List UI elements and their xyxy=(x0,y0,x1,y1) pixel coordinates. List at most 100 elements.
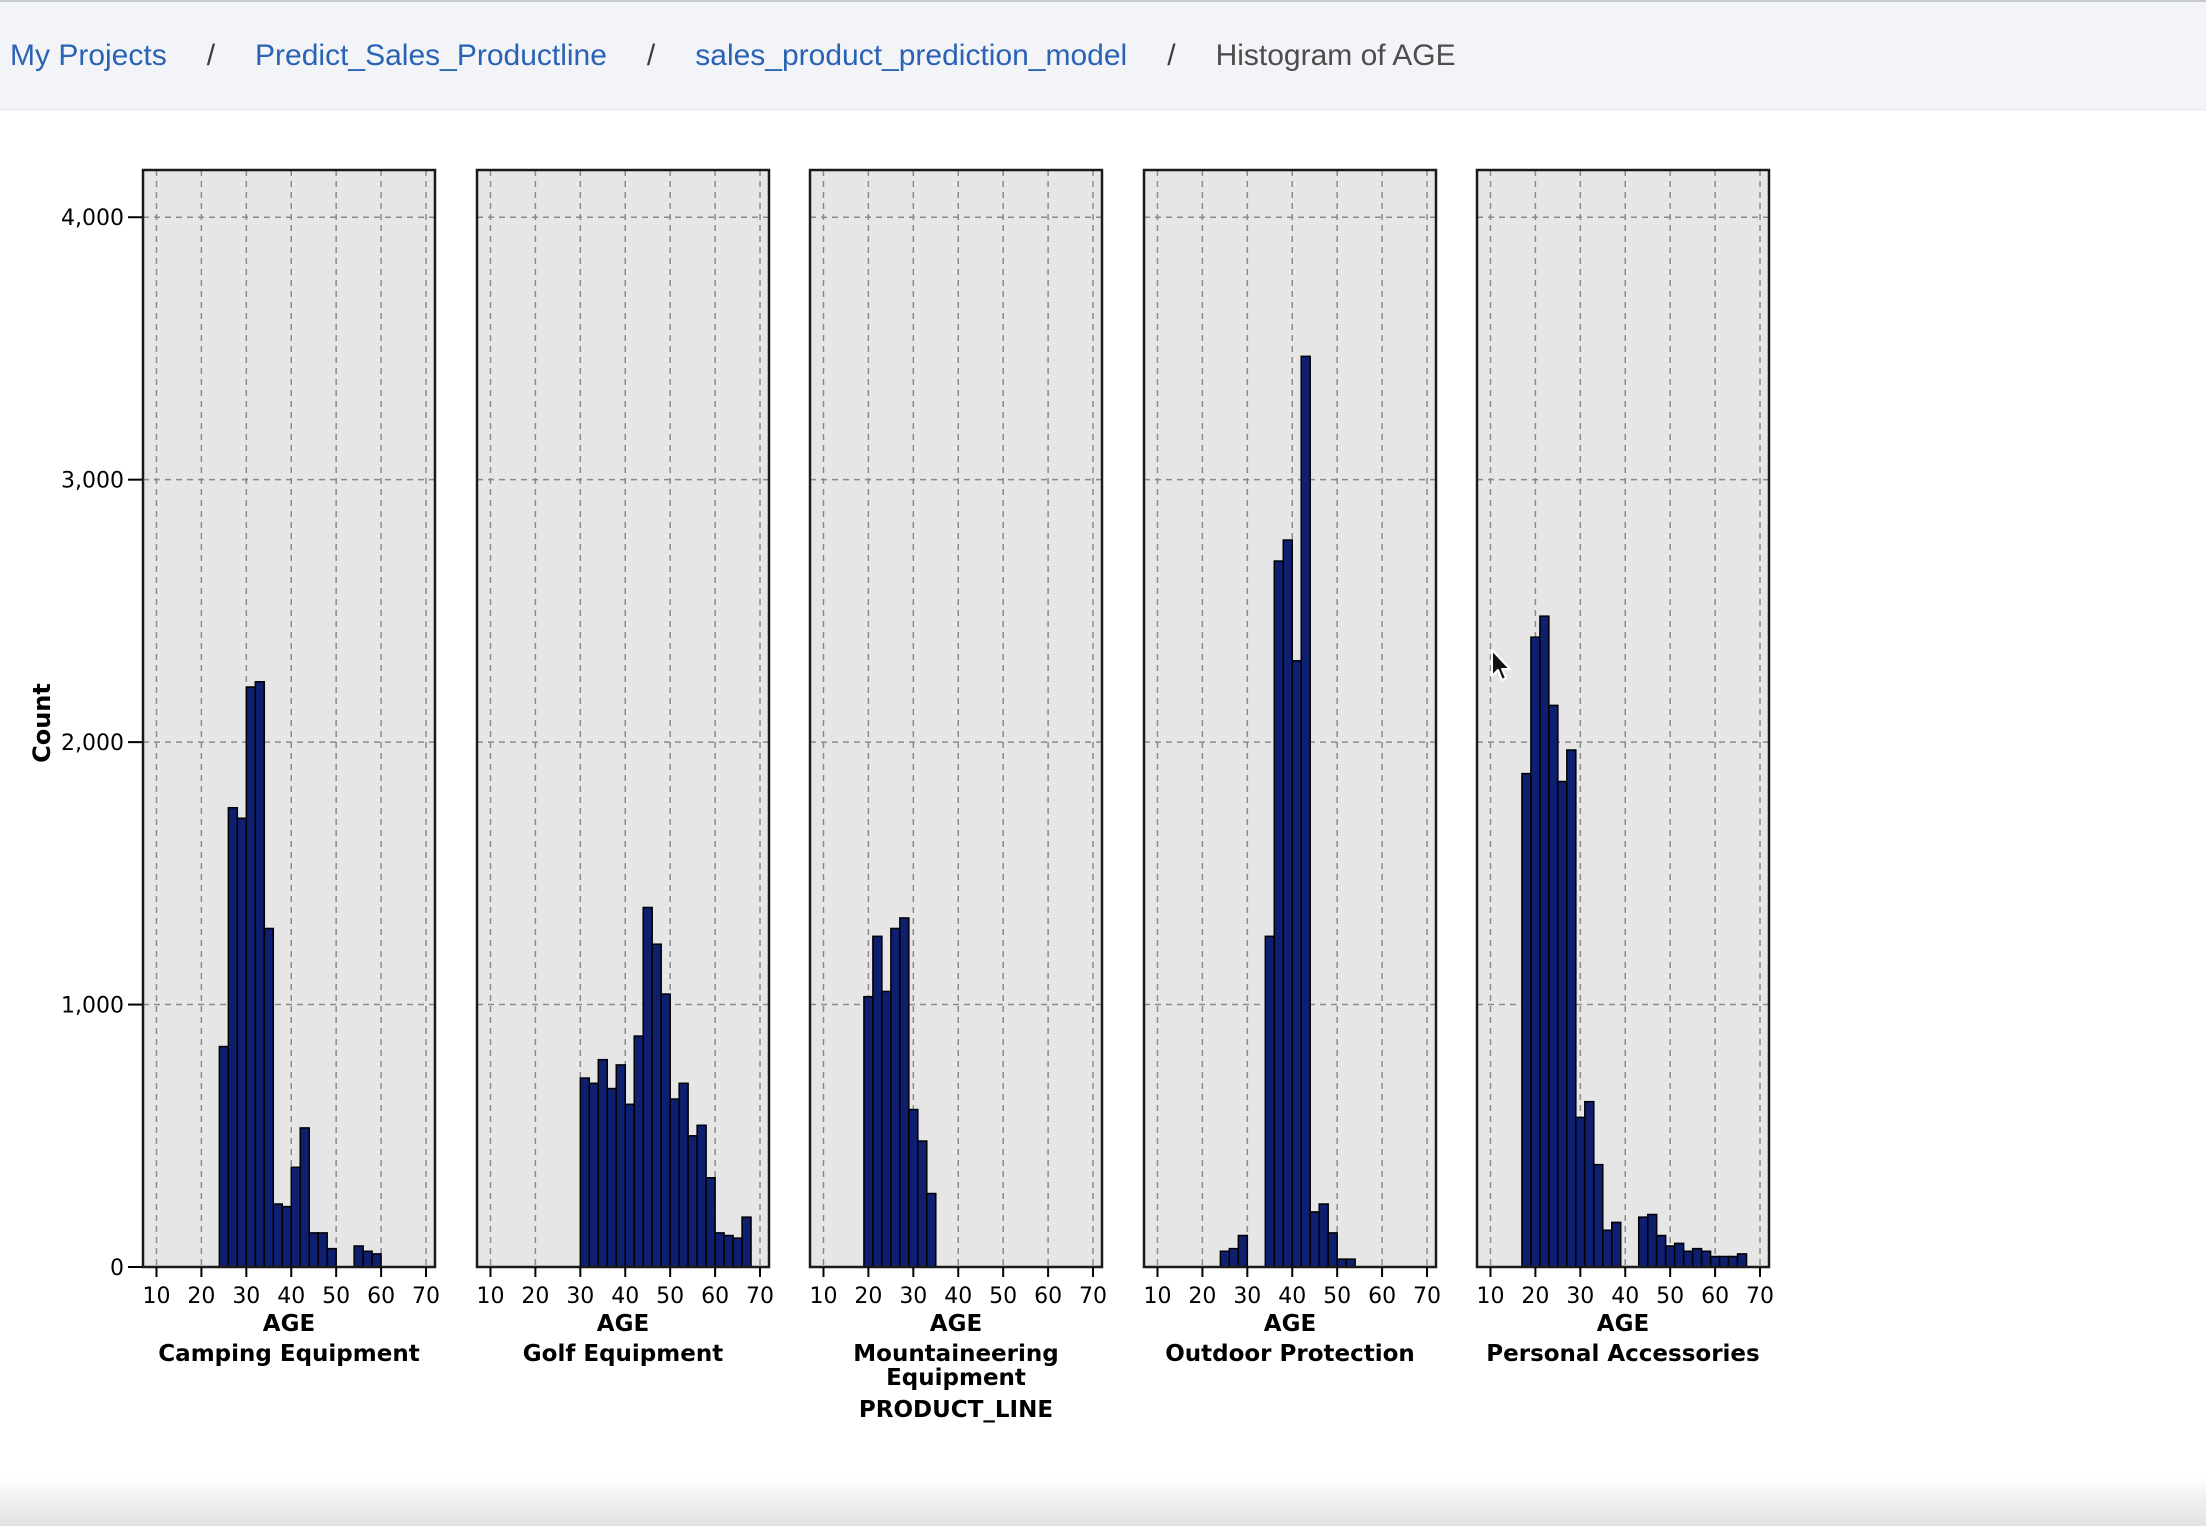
histogram-bar xyxy=(1727,1255,1739,1268)
panel-frame-personal-accessories xyxy=(1475,168,1771,1269)
x-tick-label: 70 xyxy=(1746,1284,1774,1309)
histogram-bar xyxy=(588,1082,600,1268)
y-axis-title: Count xyxy=(28,683,56,763)
x-tick-label: 60 xyxy=(367,1284,395,1309)
breadcrumb-my-projects[interactable]: My Projects xyxy=(10,39,167,72)
x-tick-label: 20 xyxy=(187,1284,215,1309)
x-tick-label: 40 xyxy=(611,1284,639,1309)
histogram-bar xyxy=(362,1250,373,1268)
facet-label-mountaineering-equipment: Equipment xyxy=(886,1365,1026,1391)
breadcrumb-current-page: Histogram of AGE xyxy=(1215,39,1456,72)
breadcrumb-project[interactable]: Predict_Sales_Productline xyxy=(255,39,607,72)
histogram-bar xyxy=(872,935,883,1268)
x-tick-label: 40 xyxy=(1611,1284,1639,1309)
histogram-bar xyxy=(281,1205,292,1268)
histogram-bar xyxy=(642,906,653,1268)
x-tick-label: 70 xyxy=(746,1284,774,1309)
panel-frame-camping-equipment xyxy=(141,168,437,1269)
x-tick-label: 10 xyxy=(1476,1284,1504,1309)
histogram-bar xyxy=(863,995,874,1268)
x-tick-label: 40 xyxy=(944,1284,972,1309)
x-tick-label: 20 xyxy=(854,1284,882,1309)
age-histogram-chart: Count 0 1,000 2,000 3,000 4,000 10 20 30 40 50 60 70… xyxy=(28,168,1774,1423)
x-tick-label: 70 xyxy=(412,1284,440,1309)
x-tick-label: 50 xyxy=(1323,1284,1351,1309)
histogram-bar xyxy=(326,1247,337,1268)
x-tick-label: 20 xyxy=(1521,1284,1549,1309)
x-tick-label: 60 xyxy=(1368,1284,1396,1309)
histogram-bar xyxy=(899,917,910,1268)
x-tick-label: 60 xyxy=(1034,1284,1062,1309)
histogram-bar xyxy=(1273,560,1285,1268)
histogram-bar xyxy=(1237,1234,1249,1268)
histogram-bar xyxy=(890,927,901,1268)
x-tick-label: 10 xyxy=(476,1284,504,1309)
x-axis-title: AGE xyxy=(1264,1311,1316,1337)
histogram-bar xyxy=(723,1234,734,1268)
histogram-bar xyxy=(597,1058,609,1268)
histogram-bar xyxy=(705,1177,716,1268)
breadcrumb-bar: My Projects / Predict_Sales_Productline … xyxy=(0,0,2206,110)
panel-background-personal-accessories xyxy=(1477,170,1769,1267)
histogram-bar xyxy=(1318,1203,1329,1268)
y-tick-label: 4,000 xyxy=(61,206,124,231)
histogram-bar xyxy=(1655,1234,1667,1268)
x-axis-title: AGE xyxy=(597,1311,649,1337)
histogram-bar xyxy=(606,1087,618,1268)
histogram-bar xyxy=(290,1166,301,1268)
x-axis-title: AGE xyxy=(1597,1311,1649,1337)
histogram-bar xyxy=(308,1232,319,1268)
histogram-bar xyxy=(669,1098,680,1268)
histogram-bar xyxy=(317,1232,328,1268)
x-tick-label: 70 xyxy=(1413,1284,1441,1309)
histogram-bar xyxy=(741,1216,752,1268)
histogram-bar xyxy=(615,1064,626,1268)
x-tick-label: 40 xyxy=(277,1284,305,1309)
histogram-bar xyxy=(1584,1100,1595,1268)
histogram-bar xyxy=(1548,704,1559,1268)
histogram-bar xyxy=(1575,1116,1586,1268)
histogram-bar xyxy=(1691,1247,1703,1268)
histogram-bar xyxy=(1664,1245,1676,1268)
x-tick-label: 70 xyxy=(1079,1284,1107,1309)
histogram-bar xyxy=(678,1082,689,1268)
x-tick-label: 60 xyxy=(701,1284,729,1309)
facet-label-outdoor-protection: Outdoor Protection xyxy=(1165,1341,1415,1367)
histogram-bar xyxy=(1291,660,1302,1268)
x-tick-label: 30 xyxy=(566,1284,594,1309)
histogram-bar xyxy=(371,1253,382,1268)
x-axis-title: AGE xyxy=(263,1311,315,1337)
histogram-bar xyxy=(1566,749,1577,1268)
mouse-pointer-icon xyxy=(1491,649,1511,681)
y-tick-label: 3,000 xyxy=(61,469,124,494)
facet-label-golf-equipment: Golf Equipment xyxy=(523,1341,723,1367)
x-axis-title: AGE xyxy=(930,1311,982,1337)
x-tick-label: 50 xyxy=(322,1284,350,1309)
histogram-bar xyxy=(1228,1247,1240,1268)
x-tick-label: 50 xyxy=(989,1284,1017,1309)
histogram-bar xyxy=(1602,1229,1613,1268)
facet-label-mountaineering-equipment: Mountaineering xyxy=(853,1341,1058,1367)
histogram-bar xyxy=(254,681,266,1268)
histogram-bar xyxy=(1700,1250,1712,1268)
x-tick-label: 30 xyxy=(1566,1284,1594,1309)
histogram-bar xyxy=(1219,1250,1231,1268)
histogram-bar xyxy=(1646,1213,1658,1268)
panel-frame-outdoor-protection xyxy=(1142,168,1438,1269)
histogram-bar xyxy=(908,1108,919,1268)
x-tick-label: 50 xyxy=(1656,1284,1684,1309)
histogram-bar xyxy=(1637,1216,1649,1268)
x-tick-label: 30 xyxy=(232,1284,260,1309)
breadcrumb: My Projects / Predict_Sales_Productline … xyxy=(10,2,1456,110)
histogram-bar xyxy=(1682,1250,1694,1268)
bottom-panel-edge xyxy=(0,1478,2206,1526)
y-tick-label: 0 xyxy=(110,1256,124,1281)
histogram-bar xyxy=(881,990,892,1268)
histogram-bar xyxy=(227,806,239,1268)
histogram-bar xyxy=(218,1045,230,1268)
histogram-bar xyxy=(624,1103,635,1268)
breadcrumb-model[interactable]: sales_product_prediction_model xyxy=(695,39,1128,72)
histogram-bar xyxy=(1611,1221,1622,1268)
histogram-bar xyxy=(633,1035,644,1268)
x-tick-label: 30 xyxy=(1233,1284,1261,1309)
